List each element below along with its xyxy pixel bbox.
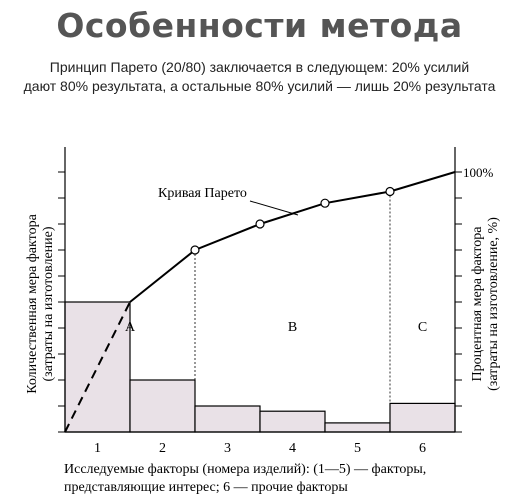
zone-label-A: A [125,320,136,335]
x-axis-label-line-1: Исследуемые факторы (номера изделий): (1… [64,462,426,477]
curve-point-4 [320,198,330,208]
x-tick-label-4: 4 [289,441,296,456]
y2-tick-label-100: 100% [463,165,494,180]
slide-subtitle: Принцип Парето (20/80) заключается в сле… [0,58,519,96]
axes-layer [58,147,462,433]
subtitle-line-1: Принцип Парето (20/80) заключается в сле… [49,59,470,75]
bar-6 [389,402,456,433]
x-tick-label-1: 1 [94,441,101,456]
curve-label: Кривая Парето [158,186,247,201]
x-tick-label-6: 6 [419,441,426,456]
y-axis-right-label-line-1: Процентная мера фактора [470,226,485,382]
curve-point-5 [385,186,395,197]
curve-segment-dashed [64,301,131,433]
bar-5 [324,422,391,433]
curve-point-2 [190,245,200,255]
x-tick-labels: 1 2 3 4 5 6 [94,441,426,456]
bar-3 [194,405,261,433]
zone-label-B: B [288,320,297,335]
bar-4 [259,410,326,433]
slide-title: Особенности метода [56,6,463,45]
x-tick-label-3: 3 [224,441,231,456]
x-tick-label-2: 2 [159,441,166,456]
y-axis-left-label-line-1: Количественная мера фактора [25,213,40,393]
guides-layer [194,191,391,406]
curve-point-3 [255,219,265,229]
zone-labels: A B C [125,320,427,335]
curve-label-pointer [249,200,299,216]
zone-label-C: C [418,320,427,335]
y-axis-right-label-line-2: (затраты на изготовление, %) [486,217,501,391]
subtitle-line-2: дают 80% результата, а остальные 80% уси… [23,78,496,94]
x-axis-label-line-2: представляющие интерес; 6 — прочие факто… [64,480,348,495]
bars-layer [64,301,456,433]
y-axis-left-label-line-2: (затраты на изготовление) [41,226,56,381]
x-tick-label-5: 5 [354,441,361,456]
bar-2 [129,379,196,433]
